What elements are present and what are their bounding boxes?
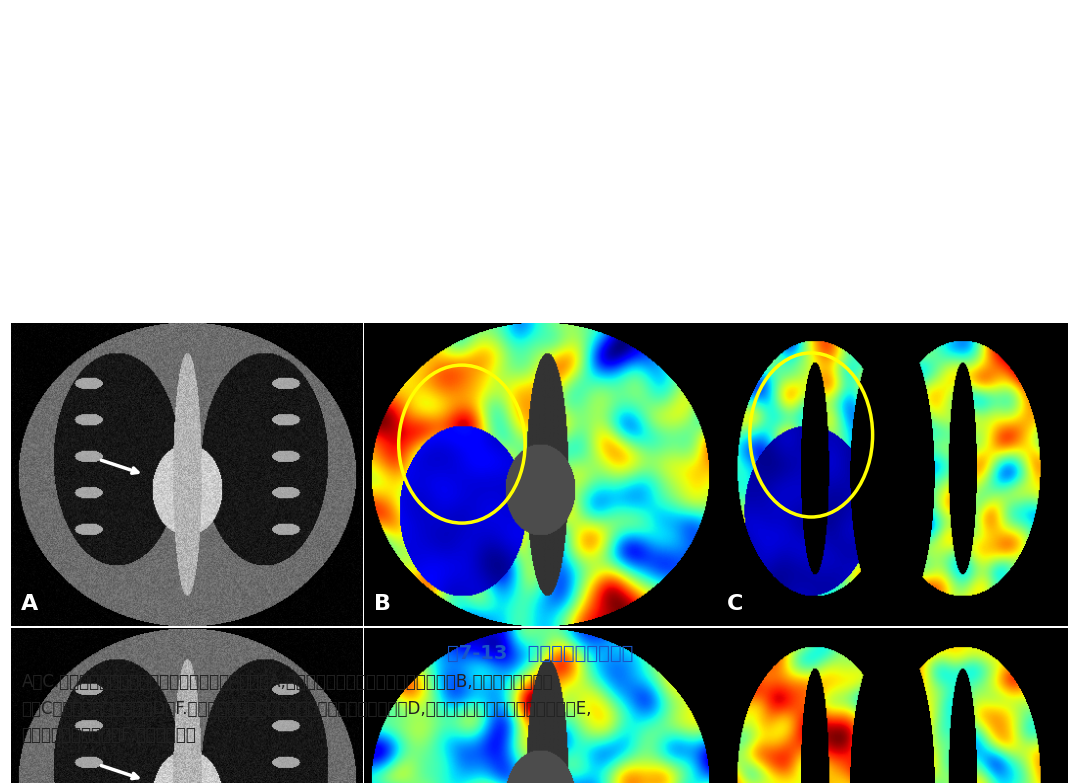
Text: B: B bbox=[374, 594, 391, 614]
Text: A～C.治疗前，右下肺动脉管腔内见低密度充盈缺损（A,箭），并导致相应右肺下叶灌注降低（B,双能量灌注融合图
像、C，肺灌注图像，圈）；D～F.治疗后，右下肺动: A～C.治疗前，右下肺动脉管腔内见低密度充盈缺损（A,箭），并导致相应右肺下叶灌… bbox=[22, 673, 592, 744]
Text: 图7-13   肺动脉栓塞治疗随访: 图7-13 肺动脉栓塞治疗随访 bbox=[447, 644, 633, 663]
Text: A: A bbox=[22, 594, 39, 614]
Text: C: C bbox=[727, 594, 743, 614]
